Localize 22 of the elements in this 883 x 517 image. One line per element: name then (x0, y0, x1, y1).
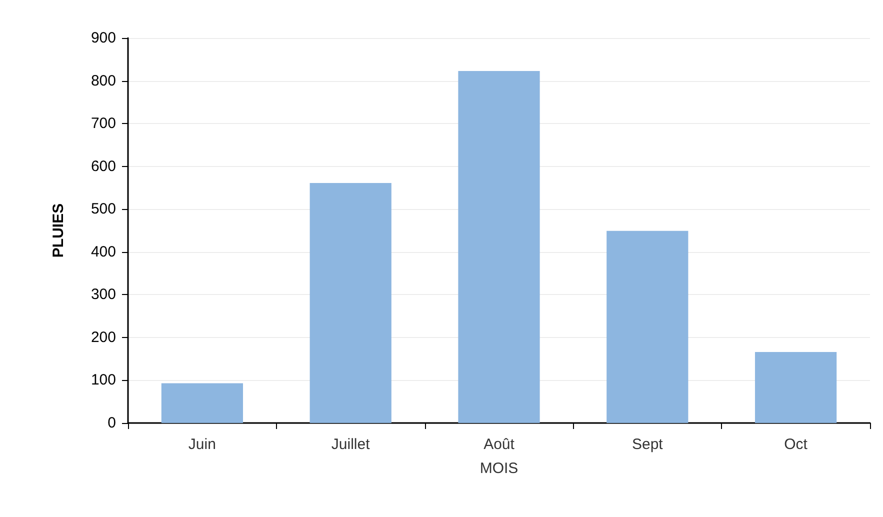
bar (754, 352, 837, 423)
y-tick-label: 400 (90, 243, 116, 260)
y-tick-label: 200 (90, 328, 116, 346)
bar (458, 70, 540, 423)
y-tick-label: 100 (90, 372, 116, 389)
bar (606, 230, 688, 423)
y-tick-label: 600 (90, 158, 116, 175)
x-tick-label: Juillet (331, 436, 371, 453)
x-tick-label: Oct (784, 436, 808, 453)
bar (161, 383, 244, 423)
y-tick-label: 500 (90, 200, 116, 218)
x-axis-title: MOIS (480, 460, 518, 477)
y-tick-label: 700 (90, 115, 116, 132)
y-axis-title: PLUIES (50, 203, 67, 258)
x-tick-label: Août (484, 436, 516, 453)
y-tick-label: 0 (108, 414, 116, 432)
y-tick-label: 800 (90, 72, 116, 90)
y-tick-label: 300 (90, 286, 116, 304)
y-tick-label: 900 (90, 30, 116, 46)
x-tick-label: Juin (188, 436, 216, 453)
bar (310, 183, 392, 423)
x-tick-label: Sept (632, 436, 664, 453)
